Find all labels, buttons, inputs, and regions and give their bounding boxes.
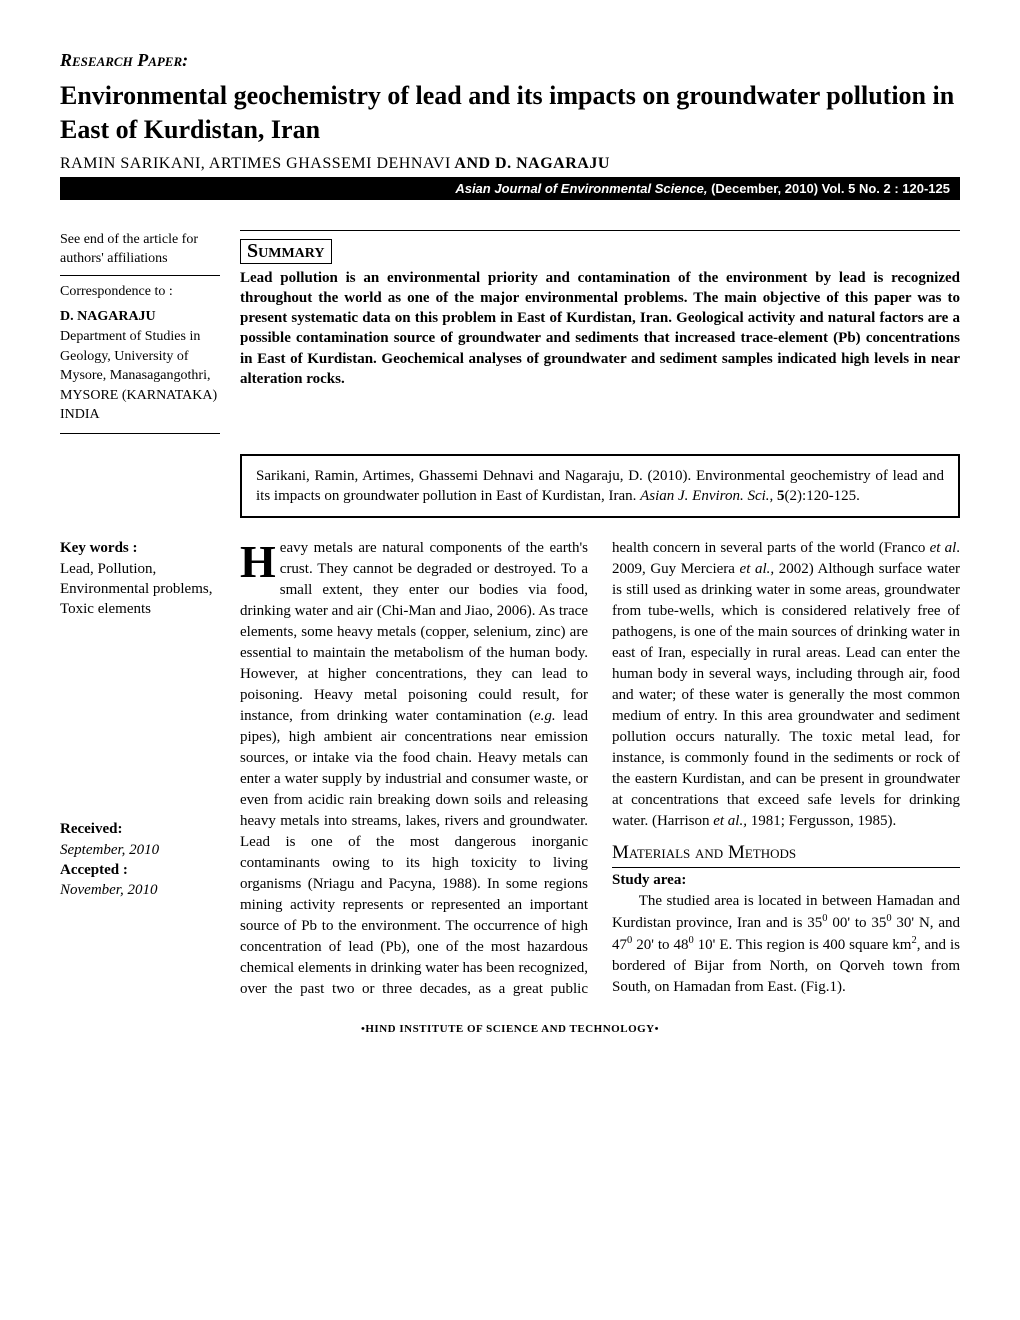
footer: •HIND INSTITUTE OF SCIENCE AND TECHNOLOG… (60, 1023, 960, 1035)
citation-journal: Asian J. Environ. Sci. (640, 488, 769, 504)
summary-box: Summary Lead pollution is an environment… (240, 230, 960, 390)
body1a: eavy metals are natural components of th… (240, 540, 588, 724)
dropcap: H (240, 538, 280, 581)
body2d: 20' to 48 (632, 937, 688, 953)
journal-name: Asian Journal of Environmental Science, (455, 181, 707, 196)
received-value: September, 2010 (60, 840, 220, 860)
authors-and: AND (451, 155, 495, 172)
section-label: Research Paper: (60, 50, 960, 71)
body1b: e.g. (534, 708, 556, 724)
summary-heading: Summary (240, 239, 332, 264)
body-grid: Key words : Lead, Pollution, Environment… (60, 538, 960, 1003)
body1g: 2002) Although surface water is still us… (612, 561, 960, 829)
accepted-value: November, 2010 (60, 880, 220, 900)
body-columns: Heavy metals are natural components of t… (240, 538, 960, 1003)
correspondence-label: Correspondence to : (60, 282, 220, 302)
header-grid: See end of the article for authors' affi… (60, 230, 960, 434)
paper-title: Environmental geochemistry of lead and i… (60, 79, 960, 147)
citation-text-c: (2):120-125. (785, 488, 860, 504)
body1h: et al., (713, 813, 747, 829)
body2b: 00' to 35 (828, 915, 887, 931)
dates-block: Received: September, 2010 Accepted : Nov… (60, 819, 220, 900)
body-para-2: The studied area is located in between H… (612, 891, 960, 998)
body1f: et al., (740, 561, 775, 577)
citation-box: Sarikani, Ramin, Artimes, Ghassemi Dehna… (240, 454, 960, 519)
journal-info: (December, 2010) Vol. 5 No. 2 : 120-125 (707, 181, 950, 196)
citation-text-b: , (770, 488, 778, 504)
authors-bold: D. NAGARAJU (495, 155, 610, 172)
body2e: 10' E. This region is 400 square km (694, 937, 912, 953)
citation-vol: 5 (777, 488, 785, 504)
body1i: 1981; Fergusson, 1985). (747, 813, 896, 829)
received-label: Received: (60, 819, 220, 839)
affiliation-note: See end of the article for authors' affi… (60, 230, 220, 276)
correspondence-name: D. NAGARAJU (60, 307, 220, 327)
study-area-heading: Study area: (612, 870, 960, 891)
summary-text: Lead pollution is an environmental prior… (240, 268, 960, 390)
materials-methods-heading: Materials and Methods (612, 840, 960, 868)
keywords-heading: Key words : (60, 538, 220, 558)
correspondence-address: Department of Studies in Geology, Univer… (60, 327, 220, 434)
sidebar: Key words : Lead, Pollution, Environment… (60, 538, 220, 1003)
body1d: et al (930, 540, 957, 556)
journal-bar: Asian Journal of Environmental Science, … (60, 177, 960, 200)
left-meta-col: See end of the article for authors' affi… (60, 230, 220, 434)
keywords-text: Lead, Pollution, Environmental problems,… (60, 559, 220, 620)
summary-col: Summary Lead pollution is an environment… (240, 230, 960, 434)
authors-plain: RAMIN SARIKANI, ARTIMES GHASSEMI DEHNAVI (60, 155, 451, 172)
authors: RAMIN SARIKANI, ARTIMES GHASSEMI DEHNAVI… (60, 155, 960, 173)
accepted-label: Accepted : (60, 860, 220, 880)
